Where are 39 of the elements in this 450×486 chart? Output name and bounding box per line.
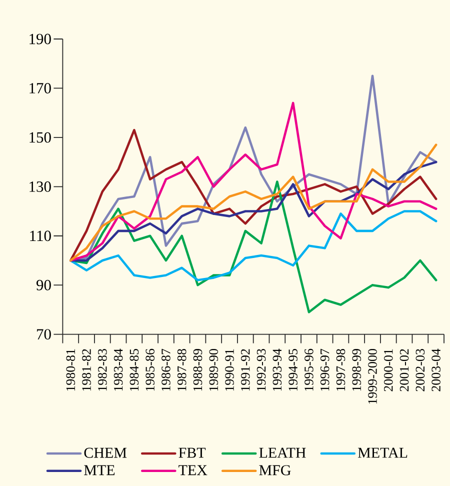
y-tick-label: 170 [30, 82, 51, 94]
x-tick-label: 2000-01 [384, 349, 393, 392]
x-tick-label: 2001-02 [400, 349, 409, 392]
legend-label: MFG [259, 465, 291, 476]
x-tick-label: 1992-93 [256, 349, 266, 391]
x-tick-label: 1995-96 [304, 348, 314, 391]
legend-label: TEX [178, 465, 208, 476]
y-tick-label: 130 [30, 181, 51, 192]
y-tick-label: 150 [30, 132, 51, 143]
y-tick-label: 70 [37, 329, 51, 340]
x-tick-label: 1990-91 [225, 349, 234, 391]
legend-label: FBT [178, 448, 206, 458]
x-tick-label: 1981-82 [82, 349, 91, 391]
x-tick-label: 2002-03 [416, 349, 425, 392]
x-tick-label: 1999-2000 [368, 348, 377, 404]
x-tick-label: 1994-95 [288, 349, 298, 391]
legend-label: LEATH [259, 448, 306, 458]
legend-label: METAL [358, 448, 408, 458]
y-tick-label: 110 [30, 230, 51, 242]
x-tick-label: 1997-98 [336, 348, 346, 391]
x-tick-label: 1996-97 [320, 348, 330, 391]
legend-label: CHEM [84, 448, 127, 458]
legend-label: MTE [84, 465, 115, 476]
x-tick-label: 1985-86 [146, 348, 154, 391]
x-tick-label: 1986-87 [162, 348, 170, 391]
x-tick-label: 1983-84 [114, 348, 123, 391]
x-tick-label: 1982-83 [98, 349, 107, 391]
x-tick-label: 1998-99 [352, 349, 362, 391]
x-tick-label: 1991-92 [241, 349, 250, 391]
y-tick-label: 190 [30, 34, 51, 44]
x-tick-label: 1989-90 [209, 348, 218, 391]
x-tick-label: 1988-89 [193, 349, 202, 391]
x-tick-label: 1987-88 [177, 348, 186, 391]
line-series [69, 210, 438, 282]
x-tick-label: 1984-85 [130, 349, 139, 391]
x-tick-label: 1993-94 [272, 348, 282, 391]
y-tick-label: 90 [36, 280, 51, 290]
x-tick-label: 1980-81 [66, 349, 76, 391]
x-tick-label: 2003-04 [432, 348, 440, 392]
